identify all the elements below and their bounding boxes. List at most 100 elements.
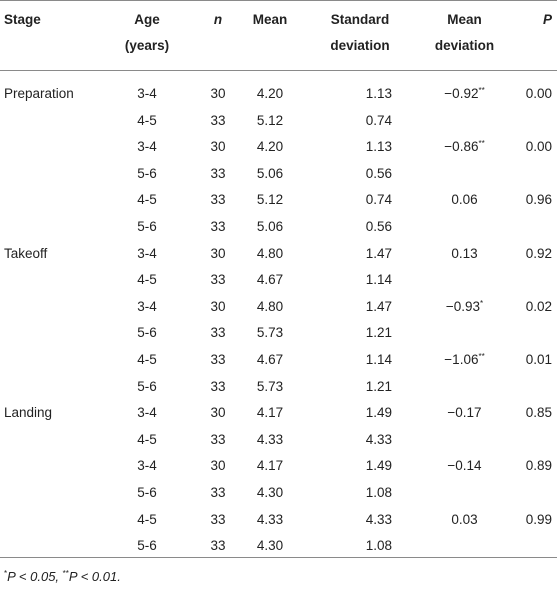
cell-standard-deviation: 1.49 <box>365 405 392 421</box>
cell-stage <box>0 161 100 188</box>
header-age: Age (years) <box>100 0 182 71</box>
cell-n: 30 <box>210 245 226 261</box>
cell-stage <box>0 374 100 401</box>
cell-mean: 4.20 <box>256 139 284 155</box>
cell-age: 5-6 <box>137 325 157 341</box>
cell-p: 0.02 <box>525 298 552 314</box>
cell-n: 33 <box>210 218 226 234</box>
cell-p <box>505 533 557 566</box>
footnote-marker-1: * <box>4 569 8 578</box>
header-sd-line1: Standard <box>330 12 390 27</box>
cell-mean: 5.12 <box>256 112 284 128</box>
cell-stage <box>0 320 100 347</box>
cell-standard-deviation: 1.14 <box>365 272 392 288</box>
mean-deviation-value: 0.06 <box>451 192 478 208</box>
table-footnote: *P < 0.05, **P < 0.01. <box>4 569 121 584</box>
header-mean: Mean <box>240 0 300 71</box>
table-bottom-rule <box>0 557 557 558</box>
cell-age: 3-4 <box>137 86 157 101</box>
table-row: Preparation 3-4 30 4.20 1.13 −0.92** 0.00 <box>0 71 557 108</box>
cell-mean-deviation <box>400 108 505 135</box>
cell-age: 4-5 <box>137 431 157 447</box>
cell-standard-deviation: 1.21 <box>365 378 392 394</box>
cell-p <box>505 374 557 401</box>
cell-stage <box>0 347 100 374</box>
header-age-line2: (years) <box>124 38 170 53</box>
cell-mean-deviation: −0.92** <box>400 71 505 108</box>
cell-n: 30 <box>210 458 226 474</box>
cell-age: 5-6 <box>137 378 157 394</box>
cell-stage <box>0 267 100 294</box>
cell-mean-deviation: 0.13 <box>400 241 505 268</box>
cell-p <box>505 214 557 241</box>
cell-age: 3-4 <box>137 139 157 155</box>
cell-age: 4-5 <box>137 351 157 367</box>
mean-deviation-value: 0.03 <box>451 511 478 527</box>
cell-age: 5-6 <box>137 484 157 500</box>
cell-mean-deviation <box>400 427 505 454</box>
cell-standard-deviation: 1.47 <box>365 298 392 314</box>
cell-standard-deviation: 0.56 <box>365 218 392 234</box>
table-row: 5-6 33 4.30 1.08 <box>0 480 557 507</box>
cell-n: 30 <box>210 139 226 155</box>
header-mean-deviation: Mean deviation <box>400 0 505 71</box>
table-row: 4-5 33 4.67 1.14 −1.06** 0.01 <box>0 347 557 374</box>
cell-stage <box>0 533 100 566</box>
cell-stage <box>0 214 100 241</box>
table-row: 5-6 33 5.06 0.56 <box>0 161 557 188</box>
cell-mean-deviation: 0.03 <box>400 507 505 534</box>
cell-standard-deviation: 1.47 <box>365 245 392 261</box>
header-sd-line2: deviation <box>330 38 390 53</box>
cell-mean-deviation: −0.14 <box>400 453 505 480</box>
header-row: Stage Age (years) n Mean Standard deviat… <box>0 0 557 71</box>
cell-mean-deviation <box>400 267 505 294</box>
cell-age: 5-6 <box>137 538 157 554</box>
mean-deviation-value: −1.06 <box>444 351 479 367</box>
table-row: Takeoff 3-4 30 4.80 1.47 0.13 0.92 <box>0 241 557 268</box>
cell-mean: 4.33 <box>256 511 284 527</box>
cell-n: 33 <box>210 431 226 447</box>
header-age-line1: Age <box>134 12 160 27</box>
cell-stage <box>0 427 100 454</box>
cell-standard-deviation: 0.56 <box>365 165 392 181</box>
cell-mean: 4.30 <box>256 538 284 554</box>
cell-p: 0.01 <box>525 351 552 367</box>
mean-deviation-value: 0.13 <box>451 245 478 261</box>
cell-mean-deviation: −0.17 <box>400 400 505 427</box>
cell-stage <box>0 294 100 321</box>
cell-p: 0.85 <box>525 405 552 421</box>
cell-n: 33 <box>210 538 226 554</box>
cell-mean-deviation <box>400 320 505 347</box>
cell-mean: 4.67 <box>256 272 284 288</box>
header-p: P <box>505 0 557 71</box>
table-row: 5-6 33 5.73 1.21 <box>0 320 557 347</box>
table-header: Stage Age (years) n Mean Standard deviat… <box>0 0 557 71</box>
cell-mean: 4.80 <box>256 298 284 314</box>
cell-n: 33 <box>210 351 226 367</box>
cell-mean-deviation <box>400 161 505 188</box>
cell-standard-deviation: 1.08 <box>365 484 392 500</box>
cell-age: 5-6 <box>137 218 157 234</box>
cell-stage: Takeoff <box>4 245 48 261</box>
header-standard-deviation: Standard deviation <box>300 0 400 71</box>
cell-mean: 4.20 <box>256 86 284 101</box>
cell-stage: Preparation <box>4 86 74 101</box>
cell-mean: 5.06 <box>256 218 284 234</box>
header-stage: Stage <box>0 0 100 71</box>
cell-p: 0.96 <box>525 192 552 208</box>
significance-marker: ** <box>478 351 485 361</box>
cell-standard-deviation: 4.33 <box>365 511 392 527</box>
cell-mean: 4.17 <box>256 458 284 474</box>
cell-stage <box>0 480 100 507</box>
cell-age: 3-4 <box>137 458 157 474</box>
cell-mean: 4.33 <box>256 431 284 447</box>
mean-deviation-value: −0.14 <box>447 458 482 474</box>
cell-age: 4-5 <box>137 192 157 208</box>
cell-p: 0.00 <box>525 139 552 155</box>
cell-p: 0.89 <box>525 458 552 474</box>
mean-deviation-value: −0.92 <box>444 86 479 101</box>
cell-mean-deviation <box>400 214 505 241</box>
table-row: 4-5 33 5.12 0.74 0.06 0.96 <box>0 187 557 214</box>
cell-mean: 4.67 <box>256 351 284 367</box>
cell-p: 0.92 <box>525 245 552 261</box>
